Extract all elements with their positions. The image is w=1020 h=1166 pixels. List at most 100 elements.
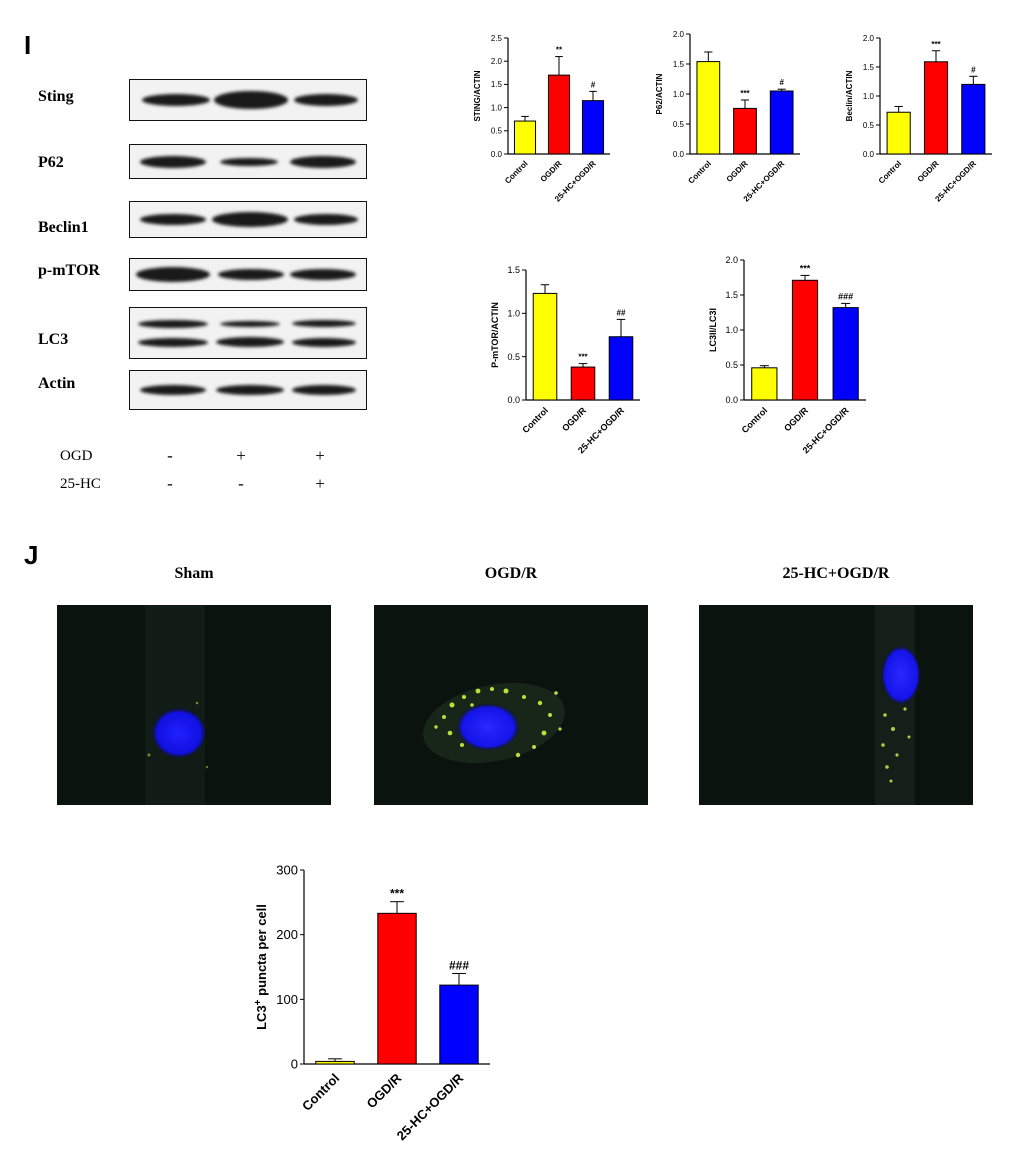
- significance-label: ***: [800, 263, 811, 273]
- significance-label: #: [779, 78, 784, 87]
- y-axis-label: P-mTOR/ACTIN: [490, 302, 500, 368]
- bar-25-hc-ogd-r: [832, 307, 859, 401]
- y-tick-label: 1.0: [491, 103, 503, 112]
- y-tick-label: 1.5: [491, 80, 503, 89]
- treatment-sign: +: [315, 474, 325, 493]
- y-tick-label: 0.5: [491, 127, 503, 136]
- y-tick-label: 100: [276, 992, 298, 1007]
- y-tick-label: 2.0: [863, 34, 875, 43]
- p-mtor-actin-chart: 0.0 0.5 1.0 1.5 P-mTOR/ACTIN Control *** OGD/R #…: [490, 265, 640, 455]
- x-tick-label: OGD/R: [916, 159, 941, 184]
- treatment-label-ogd: OGD: [60, 448, 93, 464]
- significance-label: ###: [838, 291, 853, 301]
- y-tick-label: 1.0: [863, 92, 875, 101]
- x-tick-label: OGD/R: [725, 159, 750, 184]
- blot-image-p62: [129, 144, 367, 179]
- y-tick-label: 0.5: [863, 121, 875, 130]
- bar-ogd-r: [791, 279, 819, 401]
- treatment-sign: +: [315, 446, 325, 465]
- x-tick-label: Control: [520, 405, 550, 435]
- micro-image-25hc-ogdr: [699, 605, 973, 805]
- bar-ogd-r: [733, 107, 757, 155]
- treatment-sign: -: [167, 446, 173, 465]
- y-tick-label: 2.0: [725, 255, 738, 265]
- bar-25-hc-ogd-r: [581, 100, 605, 155]
- x-tick-label: OGD/R: [364, 1070, 405, 1111]
- y-tick-label: 1.5: [863, 63, 875, 72]
- y-axis-label: P62/ACTIN: [655, 73, 664, 114]
- bar-25-hc-ogd-r: [769, 90, 794, 155]
- significance-label: ###: [449, 958, 469, 972]
- blot-label-sting: Sting: [38, 88, 74, 105]
- blot-image-actin: [129, 370, 367, 410]
- significance-label: ***: [740, 89, 750, 98]
- significance-label: ***: [931, 40, 941, 49]
- blot-label-actin: Actin: [38, 375, 76, 392]
- x-tick-label: Control: [299, 1071, 342, 1114]
- bar-ogd-r: [570, 366, 596, 401]
- treatment-sign: +: [236, 446, 246, 465]
- x-tick-label: Control: [740, 405, 770, 435]
- y-tick-label: 1.0: [507, 308, 520, 318]
- y-tick-label: 1.0: [725, 325, 738, 335]
- x-tick-label: Control: [686, 159, 712, 185]
- panel-letter-i: I: [24, 30, 32, 60]
- y-tick-label: 1.5: [507, 265, 520, 275]
- significance-label: #: [971, 65, 976, 74]
- bar-control: [696, 61, 721, 155]
- blot-image-p-mtor: [129, 258, 367, 291]
- y-axis-label: Beclin/ACTIN: [845, 70, 854, 121]
- blot-image-lc3: [129, 307, 367, 359]
- significance-label: ***: [578, 353, 588, 362]
- bar-control: [532, 292, 558, 401]
- y-tick-label: 1.5: [673, 60, 685, 69]
- y-tick-label: 2.0: [491, 57, 503, 66]
- bar-ogd-r: [923, 61, 949, 155]
- x-tick-label: OGD/R: [782, 405, 810, 433]
- bar-ogd-r: [377, 912, 417, 1065]
- y-tick-label: 0.5: [507, 352, 520, 362]
- y-tick-label: 0: [291, 1057, 298, 1072]
- bar-25-hc-ogd-r: [439, 984, 479, 1065]
- bar-control: [513, 120, 537, 155]
- y-tick-label: 2.5: [491, 34, 503, 43]
- x-tick-label: Control: [503, 159, 529, 185]
- y-tick-label: 0.0: [491, 150, 503, 159]
- significance-label: #: [591, 80, 596, 89]
- bar-ogd-r: [547, 74, 571, 155]
- x-tick-label: Control: [877, 159, 903, 185]
- bar-25-hc-ogd-r: [608, 336, 634, 401]
- lc3-puncta-chart: 0 100 200 300 LC3+ puncta per cell Control ***…: [253, 863, 490, 1143]
- blot-label-beclin1: Beclin1: [38, 219, 89, 236]
- blot-image-sting: [129, 79, 367, 121]
- panel-letter-j: J: [24, 540, 39, 570]
- bar-control: [886, 111, 911, 155]
- significance-label: ##: [617, 308, 626, 317]
- p62-actin-chart: 0.0 0.5 1.0 1.5 2.0 P62/ACTIN Control *** OGD/R #…: [655, 30, 800, 204]
- y-tick-label: 0.0: [507, 395, 520, 405]
- x-tick-label: OGD/R: [539, 159, 564, 184]
- y-axis-label: LC3+ puncta per cell: [253, 904, 269, 1030]
- y-tick-label: 1.5: [725, 290, 738, 300]
- y-tick-label: 1.0: [673, 90, 685, 99]
- y-tick-label: 0.0: [673, 150, 685, 159]
- y-tick-label: 0.0: [725, 395, 738, 405]
- y-axis-label: LC3II/LC3I: [708, 308, 718, 352]
- blot-label-p-mtor: p-mTOR: [38, 262, 100, 279]
- y-tick-label: 0.0: [863, 150, 875, 159]
- y-tick-label: 0.5: [725, 360, 738, 370]
- micro-image-sham: [57, 605, 331, 805]
- blot-image-beclin1: [129, 201, 367, 238]
- sting-actin-chart: 0.0 0.5 1.0 1.5 2.0 2.5 STING/ACTIN Control ** OG…: [473, 34, 610, 204]
- x-tick-label: OGD/R: [560, 405, 588, 433]
- treatment-sign: -: [167, 474, 173, 493]
- significance-label: ***: [390, 887, 404, 901]
- blot-label-lc3: LC3: [38, 331, 69, 348]
- bar-control: [315, 1060, 355, 1065]
- y-tick-label: 2.0: [673, 30, 685, 39]
- significance-label: **: [556, 46, 563, 55]
- treatment-label-25hc: 25-HC: [60, 476, 101, 492]
- beclin-actin-chart: 0.0 0.5 1.0 1.5 2.0 Beclin/ACTIN Control *** OGD…: [845, 34, 992, 204]
- y-axis-label: STING/ACTIN: [473, 70, 482, 121]
- lc3ii-lc3i-chart: 0.0 0.5 1.0 1.5 2.0 LC3II/LC3I Control *** OGD/R…: [708, 255, 866, 455]
